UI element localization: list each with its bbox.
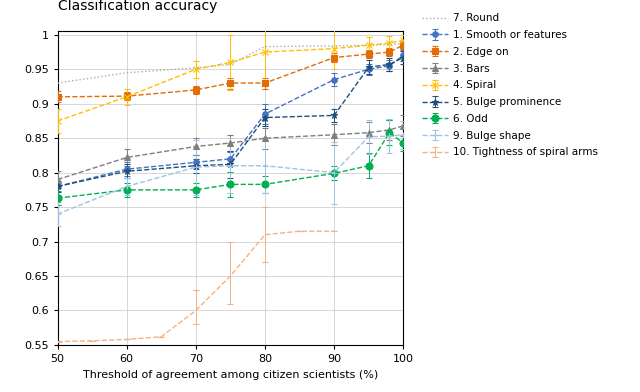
7. Round	[365, 43, 372, 47]
Legend: 7. Round, 1. Smooth or features, 2. Edge on, 3. Bars, 4. Spiral, 5. Bulge promin: 7. Round, 1. Smooth or features, 2. Edge…	[418, 9, 603, 162]
7. Round	[54, 81, 61, 85]
X-axis label: Threshold of agreement among citizen scientists (%): Threshold of agreement among citizen sci…	[83, 370, 378, 379]
7. Round	[261, 44, 269, 49]
Line: 7. Round: 7. Round	[58, 44, 403, 83]
7. Round	[330, 44, 338, 48]
7. Round	[399, 42, 407, 46]
7. Round	[192, 65, 200, 70]
Text: Classification accuracy: Classification accuracy	[58, 0, 217, 13]
7. Round	[227, 62, 234, 67]
7. Round	[123, 70, 131, 75]
7. Round	[385, 42, 393, 47]
